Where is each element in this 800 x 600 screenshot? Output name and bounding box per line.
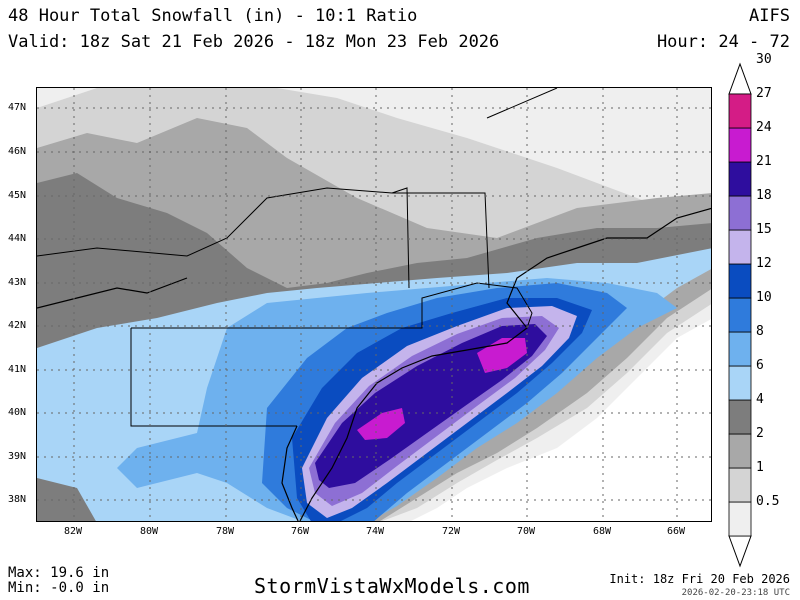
chesapeake	[281, 425, 299, 521]
colorbar-swatch-11	[728, 127, 752, 163]
colorbar-label-10: 10	[756, 290, 772, 305]
site-watermark: StormVistaWxModels.com	[254, 574, 530, 598]
lon-label-76w: 76W	[290, 526, 310, 537]
lon-label-78w: 78W	[215, 526, 235, 537]
lon-label-80w: 80W	[139, 526, 159, 537]
lon-label-66w: 66W	[666, 526, 686, 537]
pa-west-border	[130, 328, 297, 427]
lat-label-40n: 40N	[8, 407, 27, 418]
colorbar-label-4: 4	[756, 392, 764, 407]
east-coast	[299, 207, 711, 521]
colorbar-swatch-3	[728, 399, 752, 435]
ny-vt-border	[392, 192, 490, 289]
init-time: Init: 18z Fri 20 Feb 2026	[609, 572, 790, 586]
colorbar-swatch-0	[728, 501, 752, 537]
lat-label-39n: 39N	[8, 451, 27, 462]
ny-pa-border	[131, 282, 533, 329]
colorbar-swatch-2	[728, 433, 752, 469]
colorbar-swatch-8	[728, 229, 752, 265]
lon-label-72w: 72W	[441, 526, 461, 537]
model-name: AIFS	[749, 6, 790, 26]
colorbar-swatch-12	[728, 93, 752, 129]
colorbar-label-18: 18	[756, 188, 772, 203]
generated-timestamp: 2026-02-20-23:18 UTC	[681, 588, 790, 598]
lat-label-46n: 46N	[8, 146, 27, 157]
colorbar-label-1: 1	[756, 460, 764, 475]
lat-label-42n: 42N	[8, 320, 27, 331]
lat-label-43n: 43N	[8, 277, 27, 288]
lat-label-47n: 47N	[8, 102, 27, 113]
lon-label-74w: 74W	[365, 526, 385, 537]
lat-label-45n: 45N	[8, 190, 27, 201]
lon-label-68w: 68W	[592, 526, 612, 537]
colorbar-swatch-9	[728, 195, 752, 231]
lat-label-44n: 44N	[8, 233, 27, 244]
colorbar-label-6: 6	[756, 358, 764, 373]
colorbar-label-30: 30	[756, 52, 772, 67]
lat-lon-grid	[37, 88, 711, 521]
colorbar-label-15: 15	[756, 222, 772, 237]
lat-label-41n: 41N	[8, 364, 27, 375]
lon-label-82w: 82W	[63, 526, 83, 537]
snowfall-map	[36, 87, 712, 522]
state-borders	[37, 88, 558, 427]
colorbar-bottom-arrow	[728, 535, 752, 568]
min-value: Min: -0.0 in	[8, 580, 110, 596]
vt-nh-border	[391, 187, 410, 289]
colorbar-swatch-6	[728, 297, 752, 333]
colorbar-swatch-10	[728, 161, 752, 197]
colorbar-swatch-7	[728, 263, 752, 299]
colorbar-label-27: 27	[756, 86, 772, 101]
chart-title: 48 Hour Total Snowfall (in) - 10:1 Ratio	[8, 6, 418, 26]
colorbar-swatch-4	[728, 365, 752, 401]
coastline	[37, 207, 711, 521]
max-value: Max: 19.6 in	[8, 565, 110, 581]
maine-border	[486, 88, 558, 119]
great-lakes-shore	[37, 277, 188, 309]
snowfall-map-svg	[37, 88, 711, 521]
us-canada-border	[37, 187, 393, 257]
lon-label-70w: 70W	[516, 526, 536, 537]
colorbar-label-24: 24	[756, 120, 772, 135]
colorbar-label-0p5: 0.5	[756, 494, 780, 509]
max-min-readout: Max: 19.6 in Min: -0.0 in	[8, 566, 109, 596]
colorbar-label-8: 8	[756, 324, 764, 339]
snow-core-nj	[357, 408, 405, 440]
colorbar-top-arrow	[728, 62, 752, 95]
colorbar-swatch-1	[728, 467, 752, 503]
colorbar-label-12: 12	[756, 256, 772, 271]
forecast-hours: Hour: 24 - 72	[656, 32, 790, 52]
colorbar	[728, 62, 752, 568]
colorbar-label-2: 2	[756, 426, 764, 441]
lat-label-38n: 38N	[8, 494, 27, 505]
colorbar-swatch-5	[728, 331, 752, 367]
colorbar-label-21: 21	[756, 154, 772, 169]
snow-core-ri-ma	[477, 338, 527, 373]
valid-period: Valid: 18z Sat 21 Feb 2026 - 18z Mon 23 …	[8, 32, 500, 52]
